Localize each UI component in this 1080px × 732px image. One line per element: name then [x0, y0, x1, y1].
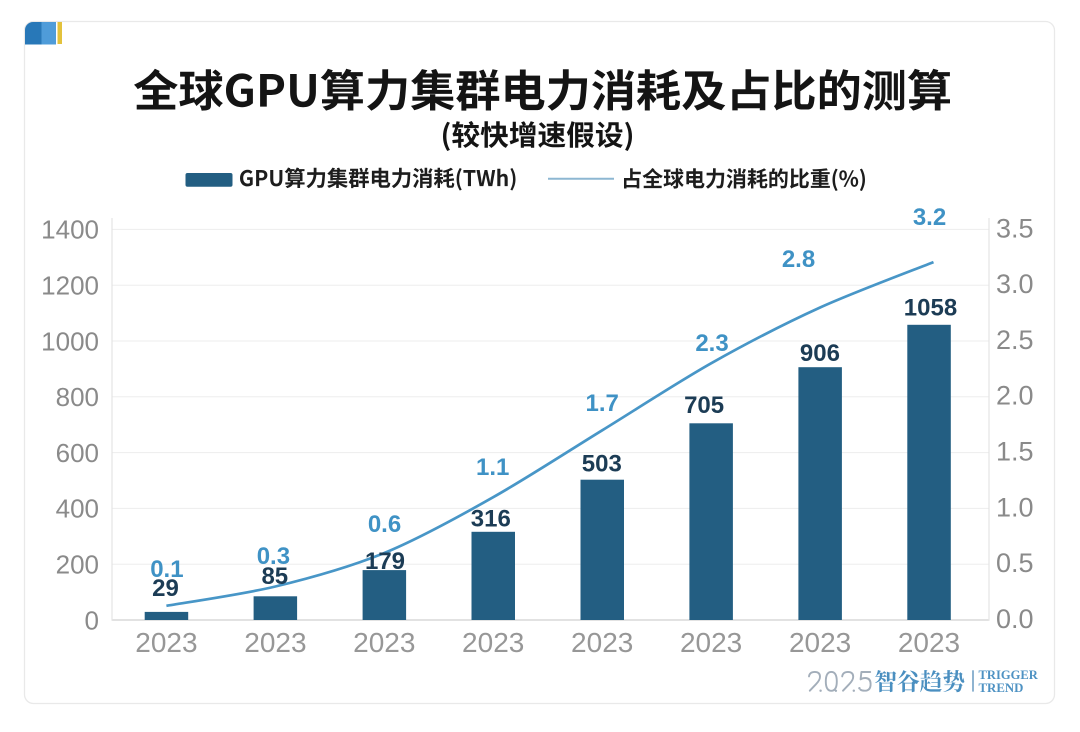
- svg-text:2023: 2023: [898, 627, 960, 658]
- svg-text:2023: 2023: [571, 627, 633, 658]
- svg-text:3.0: 3.0: [996, 269, 1034, 299]
- svg-text:0.6: 0.6: [368, 511, 401, 538]
- svg-text:705: 705: [684, 392, 724, 419]
- svg-text:1.5: 1.5: [996, 437, 1034, 467]
- svg-text:400: 400: [56, 494, 99, 524]
- svg-text:0.3: 0.3: [257, 543, 290, 570]
- svg-text:2.3: 2.3: [695, 330, 728, 357]
- svg-text:1000: 1000: [41, 326, 99, 356]
- svg-text:TREND: TREND: [979, 681, 1024, 695]
- svg-text:0: 0: [85, 605, 99, 635]
- svg-text:3.2: 3.2: [913, 204, 946, 231]
- svg-text:503: 503: [582, 450, 622, 477]
- svg-text:0.5: 0.5: [996, 548, 1034, 578]
- svg-text:800: 800: [56, 382, 99, 412]
- svg-text:2.0: 2.0: [996, 381, 1034, 411]
- svg-text:85: 85: [261, 563, 288, 590]
- svg-text:200: 200: [56, 550, 99, 580]
- svg-text:3.5: 3.5: [996, 213, 1034, 243]
- svg-text:906: 906: [800, 340, 840, 367]
- svg-text:1.0: 1.0: [996, 492, 1034, 522]
- svg-text:600: 600: [56, 438, 99, 468]
- svg-text:2023: 2023: [135, 627, 197, 658]
- svg-text:0.0: 0.0: [996, 604, 1034, 634]
- svg-text:2023: 2023: [789, 627, 851, 658]
- svg-text:1400: 1400: [41, 215, 99, 245]
- svg-text:2023: 2023: [680, 627, 742, 658]
- svg-text:1.7: 1.7: [586, 390, 619, 417]
- svg-text:2.8: 2.8: [782, 246, 815, 273]
- svg-text:1200: 1200: [41, 271, 99, 301]
- svg-text:2.5: 2.5: [996, 325, 1034, 355]
- svg-text:179: 179: [365, 548, 405, 575]
- svg-text:316: 316: [471, 506, 511, 533]
- svg-text:2023: 2023: [353, 627, 415, 658]
- svg-text:0.1: 0.1: [150, 556, 183, 583]
- svg-text:2023: 2023: [462, 627, 524, 658]
- svg-text:1.1: 1.1: [476, 454, 509, 481]
- svg-text:29: 29: [152, 575, 179, 602]
- svg-text:1058: 1058: [904, 294, 957, 321]
- svg-text:2023: 2023: [244, 627, 306, 658]
- svg-text:TRIGGER: TRIGGER: [979, 668, 1039, 682]
